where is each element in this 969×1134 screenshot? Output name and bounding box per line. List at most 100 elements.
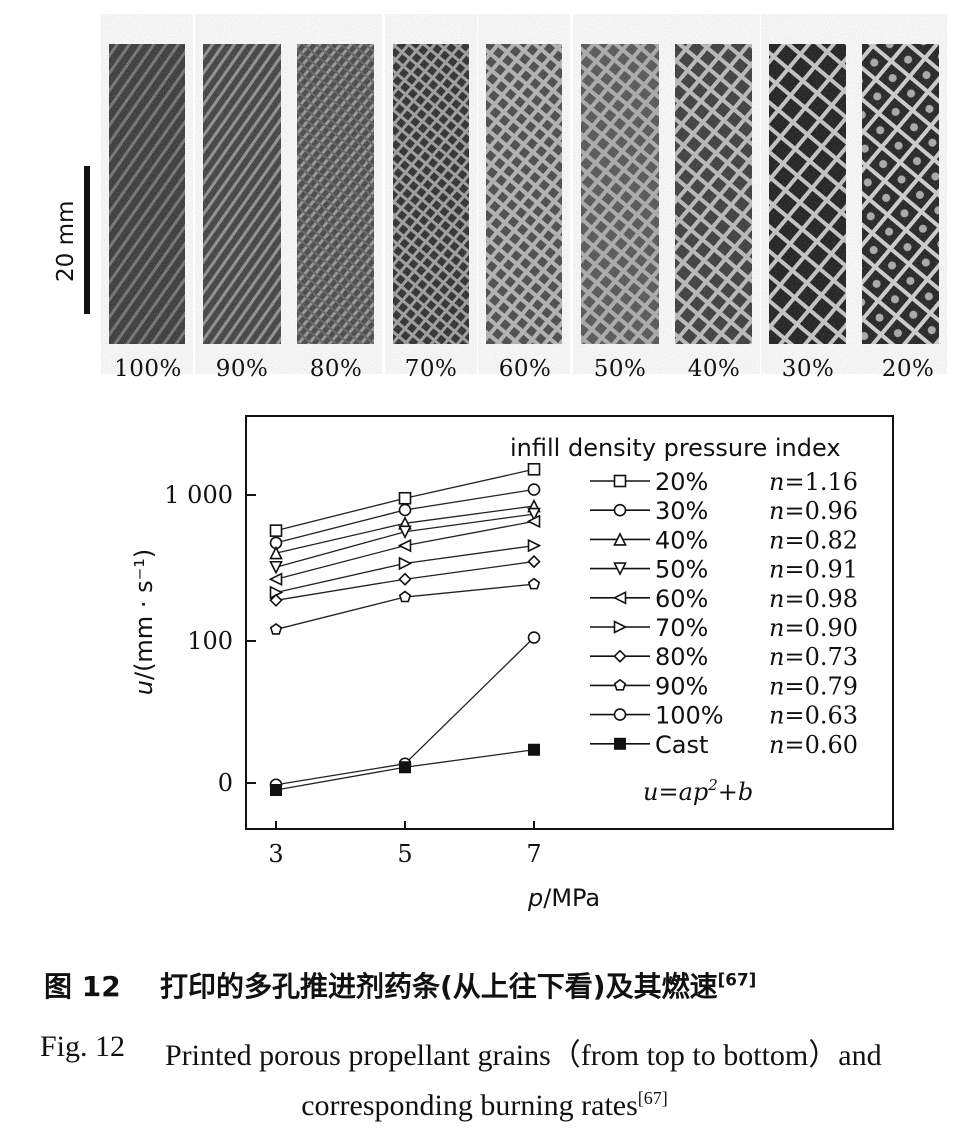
legend-label: Cast (655, 731, 708, 759)
data-point (398, 503, 412, 517)
data-point (527, 483, 541, 496)
data-point (399, 761, 411, 774)
scale-bar-label: 20 mm (53, 200, 79, 282)
strip-100 (109, 44, 185, 344)
legend-marker (613, 474, 627, 488)
legend-header: infill density pressure index (510, 434, 841, 462)
legend-label: 50% (655, 556, 708, 584)
legend-label: 100% (655, 702, 724, 730)
caption-en-line2: corresponding burning rates (301, 1089, 638, 1122)
data-point (398, 572, 412, 586)
series-90-percent (269, 577, 541, 635)
legend-item: 20% n=1.16 (590, 468, 858, 496)
legend-marker (613, 503, 627, 517)
legend-item: 100% n=0.63 (590, 702, 858, 730)
legend-item: 40% n=0.82 (590, 526, 858, 554)
legend-marker (613, 649, 627, 663)
legend-index: n=0.79 (769, 672, 858, 700)
caption-en-ref: [67] (637, 1088, 668, 1108)
strip-label-80: 80% (309, 356, 363, 382)
strip-label-50: 50% (593, 356, 647, 382)
data-point (268, 572, 283, 587)
strip-20 (862, 44, 939, 344)
data-point (398, 556, 413, 571)
legend-index: n=0.91 (769, 556, 858, 584)
data-point (398, 590, 412, 603)
data-point (398, 491, 412, 505)
scale-bar (84, 166, 90, 314)
legend-index: n=0.73 (769, 643, 858, 671)
legend-item: 70% n=0.90 (590, 614, 858, 642)
data-point (270, 784, 282, 796)
data-point (269, 560, 283, 575)
burning-rate-chart: 3 5 7 1 000 100 0 20% n=1.16 30% n=0.96 40% n=0.82… (130, 415, 894, 912)
legend-index: n=0.63 (769, 702, 858, 730)
legend-marker (613, 562, 627, 576)
y-axis-label: u/(mm · s⁻¹) (130, 549, 158, 695)
strip-label-40: 40% (687, 356, 741, 382)
caption-cn-text: 打印的多孔推进剂药条(从上往下看)及其燃速 (160, 970, 718, 1003)
legend-label: 20% (655, 468, 708, 496)
legend-index: n=1.16 (769, 468, 858, 496)
x-tick-label: 5 (397, 840, 412, 868)
y-tick-label: 0 (218, 769, 233, 797)
strip-label-60: 60% (498, 356, 552, 382)
strip-label-90: 90% (215, 356, 269, 382)
data-point (269, 593, 283, 607)
strip-50 (581, 44, 659, 344)
y-tick-label: 100 (187, 627, 233, 655)
x-tick-label: 3 (268, 840, 283, 868)
legend-item: 80% n=0.73 (590, 643, 858, 671)
propellant-grain-photos (109, 44, 939, 344)
series-cast (270, 743, 540, 796)
data-point (527, 507, 541, 522)
legend-label: 60% (655, 585, 708, 613)
series-60-percent (268, 514, 541, 587)
strip-30 (769, 44, 846, 344)
strip-label-20: 20% (881, 356, 935, 382)
legend-item: Cast n=0.60 (590, 731, 858, 759)
strip-80 (297, 44, 374, 344)
legend-marker (614, 737, 626, 750)
legend-label: 40% (655, 526, 708, 554)
legend-marker (612, 591, 627, 605)
data-point (526, 514, 541, 529)
data-point (397, 538, 412, 553)
caption-english-line2: corresponding burning rates[67] (0, 1088, 969, 1123)
y-tick-label: 1 000 (164, 481, 233, 509)
legend-item: 30% n=0.96 (590, 497, 858, 525)
strip-label-100: 100% (114, 356, 182, 382)
data-point (527, 577, 541, 590)
x-axis-label: p/MPa (527, 884, 600, 912)
legend-index: n=0.96 (769, 497, 858, 525)
strip-60 (486, 44, 562, 344)
legend-marker (613, 532, 627, 546)
caption-cn-ref: [67] (717, 969, 757, 990)
legend-label: 30% (655, 497, 708, 525)
series-80-percent (269, 554, 541, 607)
caption-en-line1: Printed porous propellant grains（from to… (165, 1039, 882, 1072)
data-point (527, 462, 541, 476)
data-point (527, 554, 541, 569)
legend-index: n=0.82 (769, 526, 858, 554)
data-point (398, 525, 412, 540)
legend-item: 60% n=0.98 (590, 585, 858, 613)
legend-item: 90% n=0.79 (590, 672, 858, 700)
caption-cn-label: 图 12 (44, 970, 121, 1003)
strip-label-70: 70% (404, 356, 458, 382)
legend-marker (613, 708, 627, 721)
equation-label: u=ap2+b (643, 776, 753, 806)
strip-90 (203, 44, 281, 344)
legend-index: n=0.90 (769, 614, 858, 642)
legend-marker (613, 678, 627, 691)
data-point (527, 538, 542, 553)
data-point (527, 631, 541, 644)
plot-frame (245, 415, 894, 830)
legend-label: 70% (655, 614, 708, 642)
series-70-percent (269, 538, 542, 600)
legend-item: 50% n=0.91 (590, 556, 858, 584)
strip-label-30: 30% (781, 356, 835, 382)
data-point (269, 524, 283, 537)
data-point (528, 743, 540, 756)
data-point (269, 545, 283, 560)
